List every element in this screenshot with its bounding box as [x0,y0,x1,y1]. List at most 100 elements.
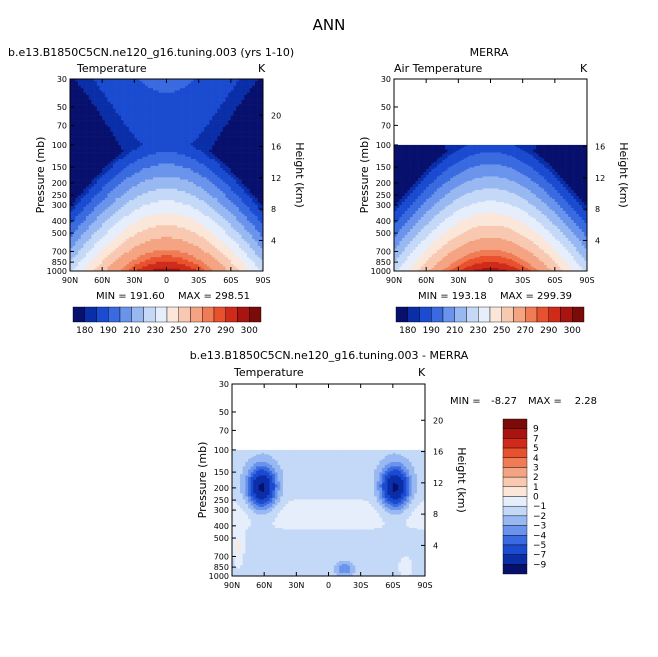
model-cell [196,212,199,215]
model-cell [244,141,247,144]
model-cell [252,180,255,183]
model-cell [236,212,239,215]
model-cell [102,106,105,109]
model-cell [73,122,76,125]
model-cell [234,90,237,93]
model-cell [148,127,151,130]
model-cell [105,223,108,226]
model-cell [242,207,245,210]
model-cell [78,228,81,231]
model-cell [73,113,76,116]
model-cell [228,218,231,221]
model-cell [225,100,228,103]
model-cell [150,164,153,167]
model-cell [161,148,164,151]
model-cell [244,164,247,167]
model-cell [145,180,148,183]
model-cell [242,125,245,128]
model-cell [250,200,253,203]
model-cell [231,205,234,208]
model-cell [81,122,84,125]
model-cell [81,221,84,224]
model-cell [153,223,156,226]
model-cell [161,202,164,205]
model-cell [105,106,108,109]
model-cell [185,148,188,151]
model-cell [113,209,116,212]
model-cell [89,88,92,91]
model-cell [193,221,196,224]
model-cell [231,86,234,89]
model-cell [236,116,239,119]
model-cell [183,234,186,237]
model-cell [89,182,92,185]
model-cell [225,230,228,233]
model-cell [196,166,199,169]
model-cell [134,138,137,141]
model-cell [220,138,223,141]
model-cell [126,118,129,121]
model-cell [102,230,105,233]
model-cell [196,102,199,105]
model-cell [255,95,258,98]
model-cell [215,193,218,196]
model-cell [242,189,245,192]
model-cell [75,97,78,100]
model-cell [217,230,220,233]
model-cell [140,168,143,171]
model-cell [81,218,84,221]
model-cell [150,152,153,155]
model-cell [150,97,153,100]
model-cell [124,228,127,231]
model-cell [113,86,116,89]
model-cell [156,106,159,109]
model-cell [91,81,94,84]
model-cell [228,116,231,119]
model-cell [145,164,148,167]
model-cell [137,175,140,178]
model-cell [231,161,234,164]
model-cell [148,157,151,160]
model-cell [161,166,164,169]
model-cell [247,125,250,128]
model-cell [121,84,124,87]
model-cell [255,113,258,116]
model-cell [183,141,186,144]
model-cell [116,141,119,144]
model-cell [142,86,145,89]
model-cell [164,122,167,125]
model-cell [247,161,250,164]
model-cell [188,129,191,132]
model-cell [99,116,102,119]
model-cell [86,104,89,107]
model-cell [175,104,178,107]
model-cell [196,205,199,208]
model-cell [217,196,220,199]
model-cell [148,106,151,109]
model-cell [140,125,143,128]
model-cell [228,100,231,103]
model-cell [225,168,228,171]
model-cell [97,164,100,167]
model-cell [148,223,151,226]
model-cell [244,157,247,160]
model-cell [161,104,164,107]
model-cell [204,141,207,144]
model-cell [78,166,81,169]
model-cell [86,182,89,185]
model-cell [75,129,78,132]
model-cell [247,109,250,112]
model-cell [234,182,237,185]
model-cell [97,180,100,183]
model-cell [209,81,212,84]
model-cell [81,90,84,93]
model-cell [177,228,180,231]
model-cell [126,157,129,160]
model-cell [175,186,178,189]
model-cell [204,189,207,192]
model-cell [75,221,78,224]
model-cell [73,100,76,103]
model-cell [244,186,247,189]
model-cell [94,118,97,121]
model-cell [199,109,202,112]
